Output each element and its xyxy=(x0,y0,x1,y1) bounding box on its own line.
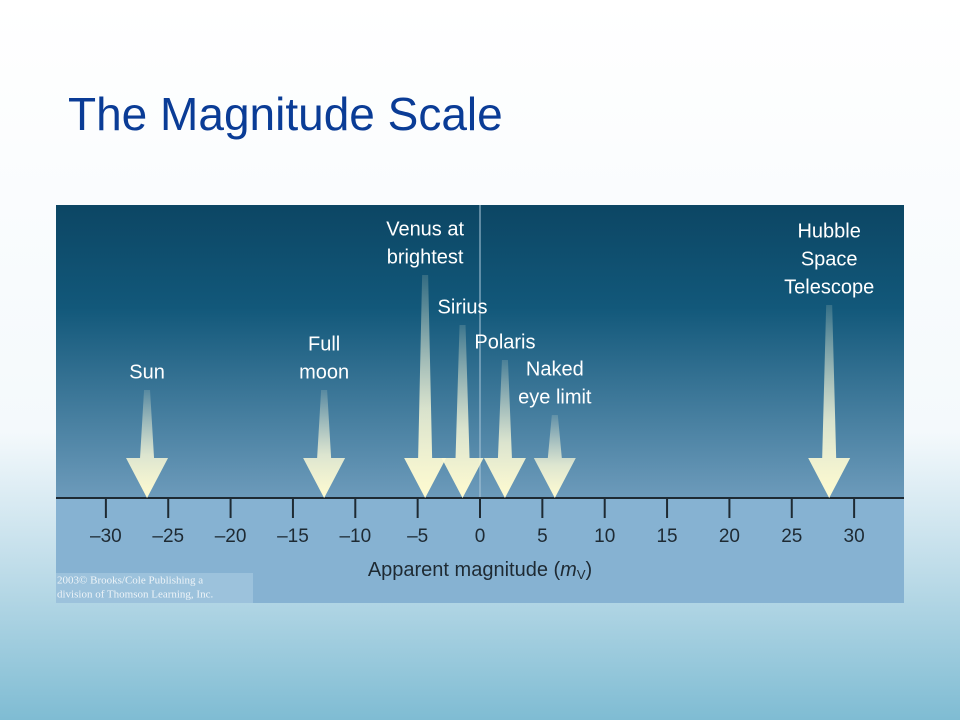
credit: division of Thomson Learning, Inc. xyxy=(57,589,213,601)
arrow xyxy=(533,415,576,498)
x-tick-label: –25 xyxy=(152,526,184,547)
x-tick-label: 20 xyxy=(719,526,740,547)
arrow-label: eye limit xyxy=(518,386,592,408)
plot: –30 –25 –20 –15 –10 –5 0 5 10 15 20 25 30 Apparent ma… xyxy=(56,205,904,582)
x-tick-label: –10 xyxy=(339,526,371,547)
x-tick-label: 10 xyxy=(594,526,615,547)
x-axis-label-sub: V xyxy=(577,567,586,582)
x-axis-label: Apparent magnitude (mV) xyxy=(368,559,592,582)
x-axis-label-close: ) xyxy=(586,559,593,581)
arrow-label: Telescope xyxy=(784,276,874,298)
x-tick-label: –30 xyxy=(90,526,122,547)
arrow xyxy=(126,390,169,498)
arrow-label: Hubble xyxy=(797,220,860,242)
x-axis-label-text: Apparent magnitude ( xyxy=(368,559,561,581)
arrow-label: brightest xyxy=(387,246,464,268)
x-tick-label: –15 xyxy=(277,526,309,547)
arrow-label: Full xyxy=(308,333,340,355)
x-tick-label: 5 xyxy=(537,526,548,547)
arrow-label: Venus at xyxy=(386,218,464,240)
x-axis-label-var: m xyxy=(560,559,577,581)
arrow-label: Polaris xyxy=(474,331,535,353)
x-tick-label: –5 xyxy=(407,526,428,547)
arrow-label: Sun xyxy=(129,361,165,383)
credit-box xyxy=(56,573,253,603)
slide-title: The Magnitude Scale xyxy=(68,88,503,140)
arrow-label: Sirius xyxy=(438,296,488,318)
arrow xyxy=(441,325,484,498)
x-tick-label: 30 xyxy=(844,526,865,547)
x-tick-label: 25 xyxy=(781,526,802,547)
arrow-label: Space xyxy=(801,248,858,270)
arrow xyxy=(303,390,346,498)
arrow-label: Naked xyxy=(526,358,584,380)
x-tick-label: 15 xyxy=(656,526,677,547)
arrow xyxy=(483,360,526,498)
arrow xyxy=(808,305,851,498)
x-tick-label: 0 xyxy=(475,526,486,547)
arrow-label: moon xyxy=(299,361,349,383)
arrow xyxy=(404,275,447,498)
credit: 2003© Brooks/Cole Publishing a xyxy=(57,575,203,587)
x-tick-label: –20 xyxy=(215,526,247,547)
